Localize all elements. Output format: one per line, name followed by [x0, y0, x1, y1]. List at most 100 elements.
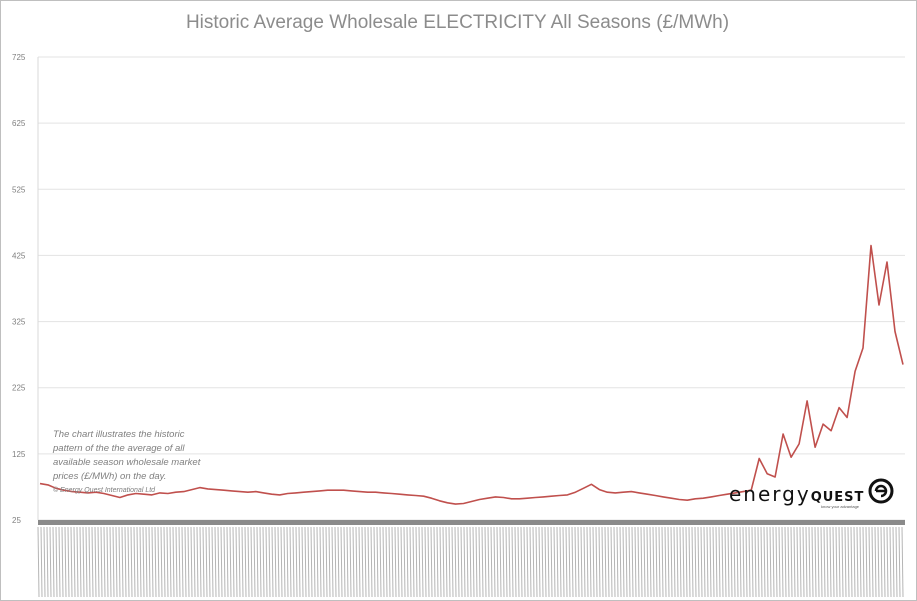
x-tick-label: [64, 526, 67, 598]
x-tick-label: [790, 526, 793, 598]
x-tick-label: [154, 526, 157, 598]
x-tick-label: [463, 526, 466, 598]
x-tick-label: [616, 526, 619, 598]
x-tick-label: [568, 526, 571, 598]
gridlines: [37, 56, 905, 521]
x-tick-label: [193, 526, 196, 598]
x-tick-label: [52, 526, 55, 598]
x-tick-label: [448, 526, 451, 598]
x-tick-label: [805, 526, 808, 598]
x-tick-label: [730, 526, 733, 598]
x-tick-label: [709, 526, 712, 598]
x-tick-label: [868, 526, 871, 598]
x-tick-label: [331, 526, 334, 598]
x-tick-label: [604, 526, 607, 598]
x-tick-label: [43, 526, 46, 598]
x-tick-label: [235, 526, 238, 598]
x-tick-label: [148, 526, 151, 598]
x-tick-label: [271, 526, 274, 598]
x-tick-label: [475, 526, 478, 598]
x-tick-label: [115, 526, 118, 598]
spiral-logo-icon: [868, 478, 894, 504]
x-tick-label: [625, 526, 628, 598]
x-tick-label: [439, 526, 442, 598]
x-tick-label: [721, 526, 724, 598]
x-tick-label: [130, 526, 133, 598]
x-tick-label: [865, 526, 868, 598]
x-tick-label: [724, 526, 727, 598]
x-tick-label: [769, 526, 772, 598]
x-tick-label: [817, 526, 820, 598]
x-tick-label: [772, 526, 775, 598]
x-tick-label: [496, 526, 499, 598]
y-tick-label: 225: [12, 384, 26, 393]
x-tick-label: [40, 526, 43, 598]
x-tick-label: [358, 526, 361, 598]
x-tick-label: [493, 526, 496, 598]
x-tick-label: [889, 526, 892, 598]
x-tick-label: [745, 526, 748, 598]
x-tick-label: [163, 526, 166, 598]
x-tick-label: [622, 526, 625, 598]
x-tick-label: [253, 526, 256, 598]
x-tick-label: [793, 526, 796, 598]
x-tick-label: [676, 526, 679, 598]
x-tick-label: [178, 526, 181, 598]
x-tick-label: [757, 526, 760, 598]
x-tick-label: [400, 526, 403, 598]
x-tick-label: [91, 526, 94, 598]
x-tick-label: [394, 526, 397, 598]
x-tick-label: [409, 526, 412, 598]
x-tick-label: [166, 526, 169, 598]
x-tick-label: [136, 526, 139, 598]
x-tick-label: [172, 526, 175, 598]
x-tick-label: [634, 526, 637, 598]
x-tick-label: [661, 526, 664, 598]
x-tick-label: [880, 526, 883, 598]
x-tick-label: [397, 526, 400, 598]
x-tick-label: [373, 526, 376, 598]
x-tick-label: [742, 526, 745, 598]
x-tick-label: [49, 526, 52, 598]
x-tick-label: [85, 526, 88, 598]
x-tick-label: [151, 526, 154, 598]
x-tick-label: [223, 526, 226, 598]
x-tick-label: [628, 526, 631, 598]
x-tick-label: [181, 526, 184, 598]
x-tick-label: [877, 526, 880, 598]
x-tick-label: [367, 526, 370, 598]
x-tick-label: [544, 526, 547, 598]
x-tick-label: [892, 526, 895, 598]
x-tick-label: [520, 526, 523, 598]
x-tick-label: [79, 526, 82, 598]
x-tick-label: [901, 526, 904, 598]
x-tick-label: [739, 526, 742, 598]
x-tick-label: [832, 526, 835, 598]
x-tick-label: [199, 526, 202, 598]
x-tick-label: [433, 526, 436, 598]
x-tick-label: [667, 526, 670, 598]
x-tick-label: [442, 526, 445, 598]
x-tick-label: [679, 526, 682, 598]
x-tick-label: [61, 526, 64, 598]
x-axis-band: [38, 520, 905, 525]
chart-note: The chart illustrates the historic patte…: [53, 428, 268, 498]
x-tick-label: [310, 526, 313, 598]
x-tick-label: [334, 526, 337, 598]
x-tick-label: [589, 526, 592, 598]
x-tick-label: [553, 526, 556, 598]
x-tick-label: [376, 526, 379, 598]
x-tick-label: [274, 526, 277, 598]
x-tick-label: [370, 526, 373, 598]
x-tick-label: [421, 526, 424, 598]
x-tick-label: [259, 526, 262, 598]
x-tick-label: [418, 526, 421, 598]
x-tick-label: [277, 526, 280, 598]
x-tick-label: [664, 526, 667, 598]
x-tick-label: [391, 526, 394, 598]
x-tick-label: [814, 526, 817, 598]
x-tick-label: [241, 526, 244, 598]
x-tick-label: [571, 526, 574, 598]
x-tick-label: [733, 526, 736, 598]
x-tick-label: [361, 526, 364, 598]
